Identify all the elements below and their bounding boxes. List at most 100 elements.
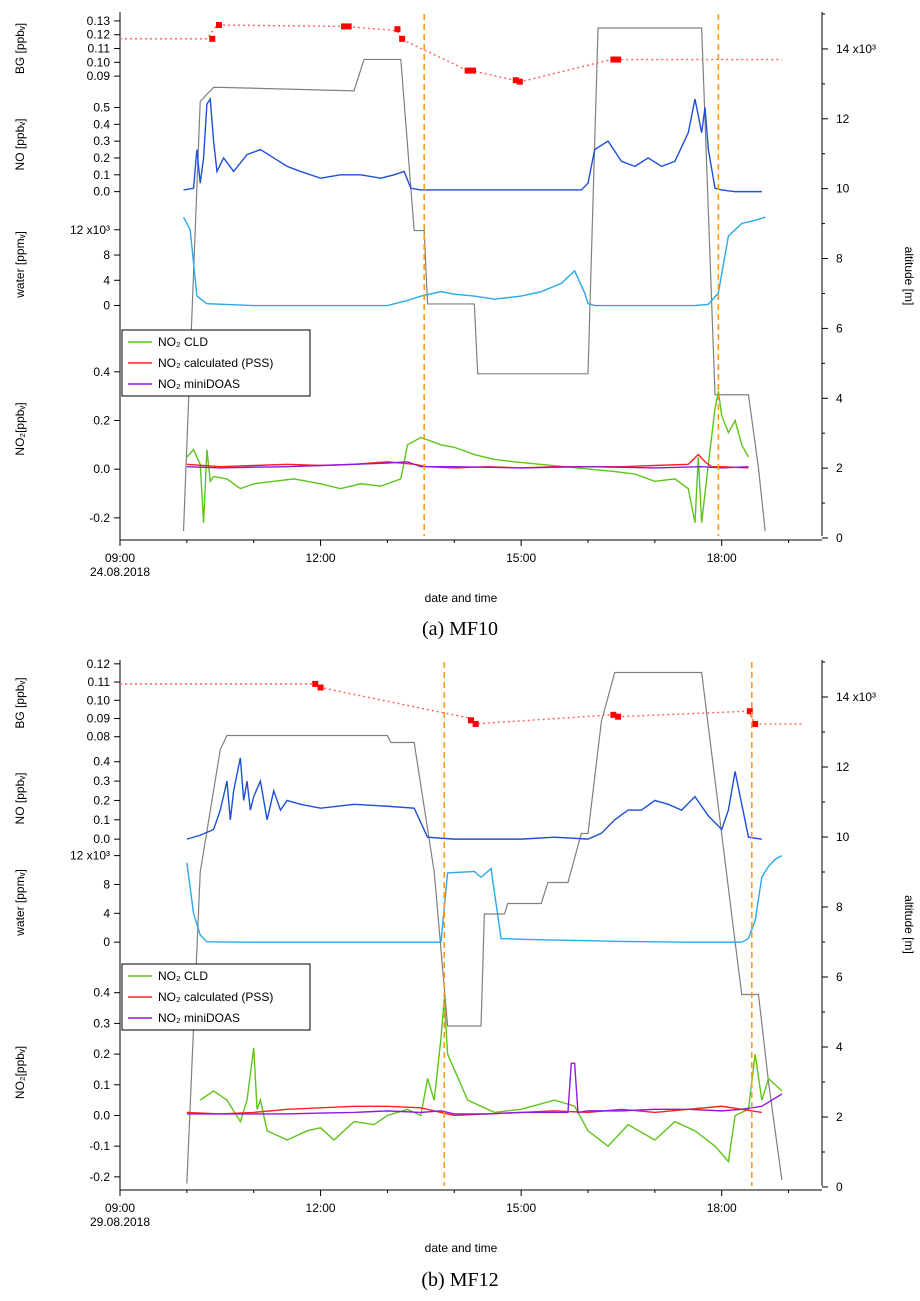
legend-box — [121, 963, 311, 1031]
x-tick-label: 15:00 — [506, 1201, 536, 1215]
altitude-axis-label: altitude [m] — [902, 895, 916, 954]
altitude-tick-label: 0 — [836, 531, 843, 545]
y-tick-label: 0.3 — [93, 774, 110, 788]
bg-marker — [615, 56, 622, 63]
altitude-tick-label: 10 — [836, 830, 850, 844]
bg-marker — [752, 720, 759, 727]
altitude-axis-label: altitude [m] — [902, 247, 916, 306]
x-tick-label: 18:00 — [707, 551, 737, 565]
y-tick-label: -0.1 — [89, 1139, 110, 1153]
bg-series-line — [120, 24, 782, 83]
bg-marker — [615, 713, 622, 720]
chart-mf12: 09:00 12:00 15:00 18:00 29.08.2018 date and t… — [13, 657, 916, 1291]
bg-marker — [464, 67, 471, 74]
y-tick-label: 12 x10³ — [70, 223, 110, 237]
altitude-tick-label: 6 — [836, 321, 843, 335]
altitude-tick-label: 4 — [836, 1040, 843, 1054]
y-tick-label: 8 — [103, 248, 110, 262]
legend-label: NO₂ calculated (PSS) — [158, 356, 273, 370]
y-tick-label: 0.13 — [87, 14, 111, 28]
bg-marker — [516, 78, 523, 85]
y-tick-label: 0.0 — [93, 185, 110, 199]
date-label: 29.08.2018 — [90, 1215, 150, 1229]
y-tick-label: 0.12 — [87, 657, 111, 671]
panel-y-label: BG [ppbᵥ] — [13, 23, 27, 74]
altitude-tick-label: 2 — [836, 461, 843, 475]
legend-label: NO₂ CLD — [158, 335, 208, 349]
bg-marker — [340, 23, 347, 30]
no2-series-line — [186, 453, 749, 469]
bg-marker — [610, 56, 617, 63]
y-tick-label: 0.1 — [93, 813, 110, 827]
altitude-line — [182, 27, 766, 532]
x-axis-label: date and time — [425, 1241, 498, 1255]
y-tick-label: 12 x10³ — [70, 849, 110, 863]
y-tick-label: 0.0 — [93, 832, 110, 846]
bg-marker — [399, 35, 406, 42]
y-tick-label: 4 — [103, 906, 110, 920]
altitude-tick-label: 0 — [836, 1180, 843, 1194]
altitude-tick-label: 6 — [836, 970, 843, 984]
y-tick-label: 0.1 — [93, 168, 110, 182]
altitude-tick-label: 8 — [836, 900, 843, 914]
bg-marker — [394, 26, 401, 33]
x-axis-label: date and time — [425, 591, 498, 605]
x-tick-label: 15:00 — [506, 551, 536, 565]
y-tick-label: 0.09 — [87, 711, 111, 725]
y-tick-label: 0.2 — [93, 1047, 110, 1061]
x-tick-label: 18:00 — [707, 1201, 737, 1215]
y-tick-label: 0 — [103, 935, 110, 949]
figure-caption: (b) MF12 — [421, 1269, 498, 1291]
water-series-line — [182, 216, 766, 307]
legend-label: NO₂ calculated (PSS) — [158, 990, 273, 1004]
bg-marker — [317, 684, 324, 691]
panel-y-label: BG [ppbᵥ] — [13, 677, 27, 728]
panel-y-label: NO₂[ppbᵥ] — [13, 1046, 27, 1099]
altitude-line — [186, 671, 783, 1184]
y-tick-label: 0.3 — [93, 134, 110, 148]
y-tick-label: 0.10 — [87, 693, 111, 707]
legend-box — [121, 329, 311, 397]
bg-marker — [468, 717, 474, 724]
y-tick-label: 0.09 — [87, 69, 111, 83]
y-tick-label: 4 — [103, 273, 110, 287]
x-tick-label: 09:00 — [105, 551, 135, 565]
altitude-tick-label: 2 — [836, 1110, 843, 1124]
panel-y-label: NO₂[ppbᵥ] — [13, 402, 27, 455]
no2-series-line — [186, 1062, 783, 1115]
panel-y-label: water [ppmᵥ] — [13, 869, 27, 937]
y-tick-label: 0.5 — [93, 100, 110, 114]
altitude-tick-label: 10 — [836, 182, 850, 196]
panel-y-label: water [ppmᵥ] — [13, 231, 27, 299]
x-tick-label: 09:00 — [105, 1201, 135, 1215]
y-tick-label: 0.2 — [93, 413, 110, 427]
bg-marker — [312, 680, 319, 687]
bg-series-line — [120, 683, 802, 725]
altitude-tick-label: 12 — [836, 760, 850, 774]
bg-marker — [746, 708, 753, 715]
y-tick-label: 0.11 — [88, 675, 111, 689]
legend-label: NO₂ miniDOAS — [158, 377, 240, 391]
bg-marker — [345, 23, 352, 30]
y-tick-label: -0.2 — [89, 1170, 110, 1184]
no-series-line — [183, 96, 762, 193]
y-tick-label: 0.4 — [93, 117, 110, 131]
no2-series-line — [186, 391, 750, 523]
bg-marker — [470, 67, 477, 74]
x-tick-label: 12:00 — [306, 1201, 336, 1215]
panel-y-label: NO [ppbᵥ] — [13, 119, 27, 171]
y-tick-label: 0.08 — [87, 730, 111, 744]
no2-series-line — [199, 998, 783, 1164]
bg-marker — [610, 711, 617, 718]
no2-series-line — [186, 461, 749, 469]
no-series-line — [186, 757, 762, 840]
water-series-line — [186, 854, 783, 943]
panel-y-label: NO [ppbᵥ] — [13, 773, 27, 825]
altitude-tick-label: 8 — [836, 252, 843, 266]
y-tick-label: 0.0 — [93, 462, 110, 476]
legend-label: NO₂ CLD — [158, 969, 208, 983]
y-tick-label: 0.10 — [87, 55, 111, 69]
y-tick-label: 0.11 — [88, 42, 111, 56]
altitude-tick-label: 4 — [836, 391, 843, 405]
y-tick-label: 0.4 — [93, 365, 110, 379]
